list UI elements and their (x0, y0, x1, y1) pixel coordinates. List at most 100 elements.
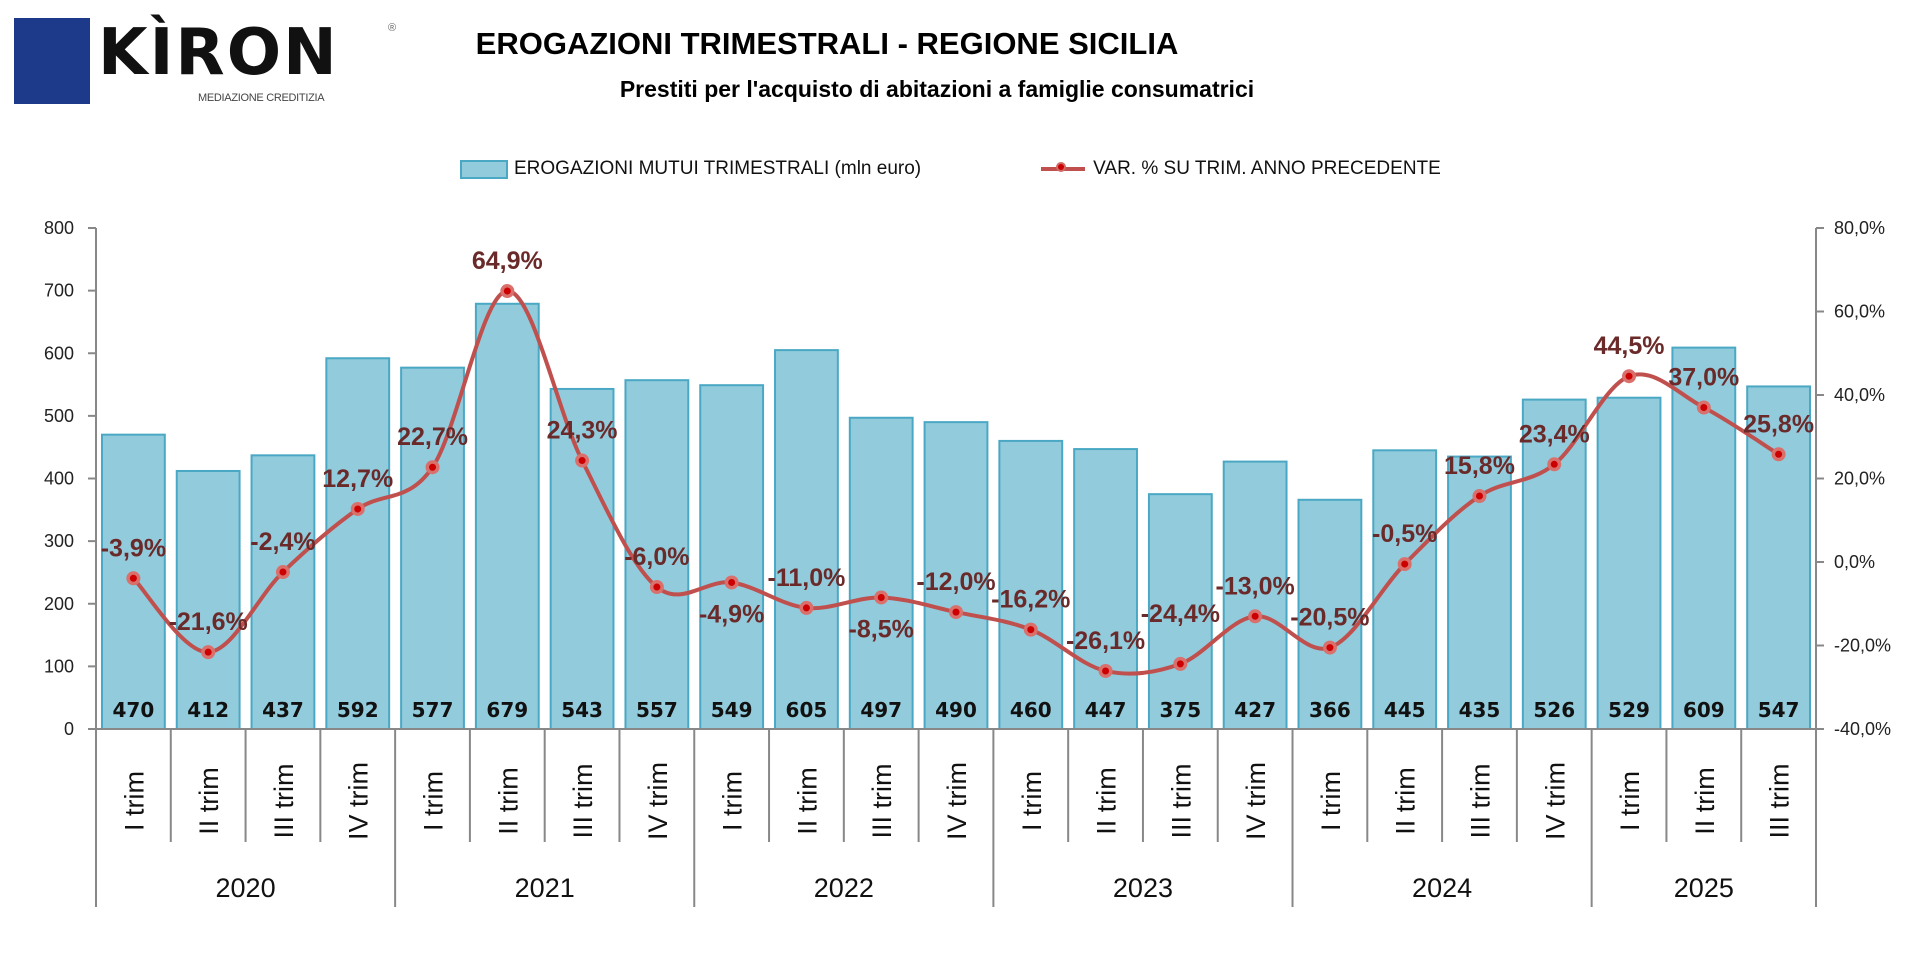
var-marker (204, 648, 212, 656)
right-tick-label: 0,0% (1834, 552, 1875, 572)
var-data-label: 64,9% (472, 247, 543, 275)
var-data-label: 12,7% (322, 465, 393, 493)
var-marker (877, 593, 885, 601)
quarter-label: I trim (1615, 771, 1645, 831)
right-tick-label: 60,0% (1834, 302, 1885, 322)
quarter-label: I trim (718, 771, 748, 831)
var-line-series (131, 289, 1780, 676)
var-marker (1027, 626, 1035, 634)
bar (1746, 385, 1812, 730)
var-marker (728, 578, 736, 586)
quarter-label: III trim (1166, 764, 1196, 839)
legend-line-label: VAR. % SU TRIM. ANNO PRECEDENTE (1093, 158, 1441, 179)
logo-tagline: MEDIAZIONE CREDITIZIA (198, 92, 325, 104)
bar-value-label: 437 (262, 698, 304, 722)
var-marker (1401, 560, 1409, 568)
var-marker (1625, 372, 1633, 380)
bar (325, 357, 391, 730)
legend-bar-label: EROGAZIONI MUTUI TRIMESTRALI (mln euro) (514, 158, 922, 179)
bar (400, 366, 465, 730)
var-marker (952, 608, 960, 616)
bar (250, 454, 316, 730)
bar-value-label: 447 (1085, 698, 1127, 722)
bar-value-label: 547 (1758, 698, 1800, 722)
bar (175, 469, 241, 730)
year-label: 2021 (515, 873, 575, 903)
var-data-label: -11,0% (768, 564, 846, 592)
bar-value-label: 460 (1010, 698, 1052, 722)
var-marker (129, 574, 137, 582)
left-tick-label: 500 (44, 406, 74, 426)
var-marker (354, 505, 362, 513)
left-tick-label: 400 (44, 469, 74, 489)
quarter-label: II trim (1391, 767, 1421, 835)
var-data-label: -13,0% (1216, 572, 1295, 600)
quarter-label: I trim (1017, 771, 1047, 831)
left-tick-label: 700 (44, 281, 74, 301)
bar (624, 379, 690, 730)
chart-subtitle: Prestiti per l'acquisto di abitazioni a … (619, 76, 1255, 102)
bar-value-label: 526 (1533, 698, 1575, 722)
quarter-label: III trim (1765, 764, 1795, 839)
year-label: 2024 (1412, 873, 1472, 903)
left-tick-label: 100 (44, 656, 74, 676)
bar (1521, 398, 1587, 730)
bar-value-label: 366 (1309, 698, 1351, 722)
bar (1073, 448, 1138, 730)
bar-value-label: 412 (187, 698, 229, 722)
quarter-label: I trim (419, 771, 449, 831)
var-marker (653, 583, 661, 591)
bar-value-label: 543 (561, 698, 603, 722)
quarter-label: II trim (1690, 767, 1720, 835)
var-data-label: 23,4% (1519, 420, 1590, 448)
var-data-label: -8,5% (849, 615, 914, 643)
var-data-label: 15,8% (1444, 452, 1515, 480)
right-tick-label: -40,0% (1834, 719, 1891, 739)
right-tick-label: 20,0% (1834, 469, 1885, 489)
bar-value-label: 470 (113, 698, 155, 722)
bar (1297, 498, 1363, 731)
chart-title: EROGAZIONI TRIMESTRALI - REGIONE SICILIA (475, 26, 1179, 61)
bar-value-label: 445 (1384, 698, 1426, 722)
var-marker (1102, 667, 1110, 675)
logo-registered: ® (388, 22, 397, 34)
bar-value-label: 549 (711, 698, 753, 722)
var-marker (1176, 660, 1184, 668)
bar-value-label: 427 (1234, 698, 1276, 722)
bar-value-label: 435 (1459, 698, 1501, 722)
bar-value-label: 529 (1608, 698, 1650, 722)
var-data-label: 37,0% (1668, 364, 1739, 392)
var-data-label: -24,4% (1141, 600, 1220, 628)
bar (1596, 396, 1662, 730)
var-marker (802, 604, 810, 612)
left-tick-label: 800 (44, 218, 74, 238)
var-data-label: -20,5% (1290, 604, 1369, 632)
quarter-label: III trim (568, 764, 598, 839)
var-marker (1775, 450, 1783, 458)
bar-value-label: 679 (486, 698, 528, 722)
quarter-label: IV trim (1540, 762, 1570, 840)
var-marker (1251, 612, 1259, 620)
quarter-label: I trim (119, 771, 149, 831)
year-label: 2020 (216, 873, 276, 903)
quarter-label: II trim (1092, 767, 1122, 835)
quarter-label: II trim (792, 767, 822, 835)
year-label: 2025 (1674, 873, 1734, 903)
quarter-label: III trim (867, 764, 897, 839)
var-data-label: -12,0% (916, 568, 995, 596)
bar (549, 387, 615, 730)
var-marker (1550, 460, 1558, 468)
var-data-label: -6,0% (624, 543, 689, 571)
var-data-label: 22,7% (397, 423, 468, 451)
var-data-label: 24,3% (547, 417, 618, 445)
bar (474, 302, 540, 730)
var-data-label: 44,5% (1594, 332, 1665, 360)
var-data-label: -26,1% (1066, 627, 1145, 655)
bar (699, 384, 765, 730)
quarter-label: II trim (493, 767, 523, 835)
bar-value-label: 605 (786, 698, 828, 722)
var-marker (1326, 644, 1334, 652)
logo-wordmark: KÌRON (98, 16, 339, 90)
var-data-label: -2,4% (250, 528, 315, 556)
